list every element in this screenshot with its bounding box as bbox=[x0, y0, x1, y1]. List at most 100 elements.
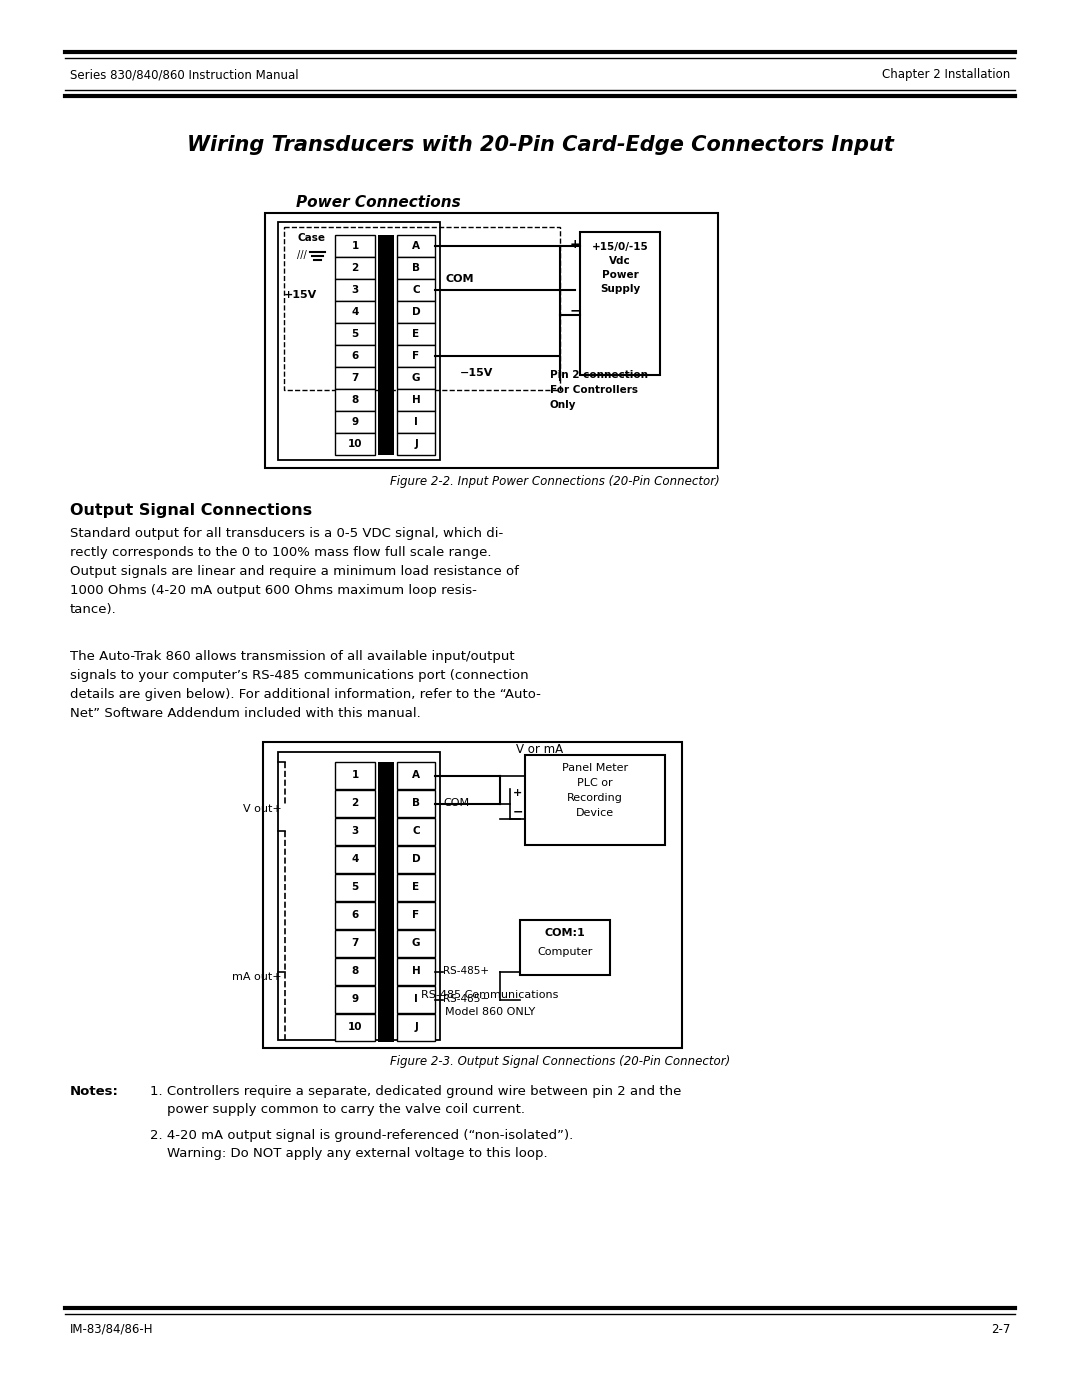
Bar bbox=[335, 819, 375, 845]
Bar bbox=[378, 761, 394, 1042]
Text: Chapter 2 Installation: Chapter 2 Installation bbox=[881, 68, 1010, 81]
Text: PLC or: PLC or bbox=[577, 778, 612, 788]
Bar bbox=[335, 433, 375, 455]
Text: Case: Case bbox=[297, 233, 325, 243]
Text: 7: 7 bbox=[351, 939, 359, 949]
Bar bbox=[335, 761, 375, 789]
Bar bbox=[397, 279, 435, 300]
Text: 2: 2 bbox=[351, 799, 359, 809]
Bar bbox=[335, 930, 375, 957]
Bar bbox=[397, 1014, 435, 1041]
Text: 8: 8 bbox=[351, 395, 359, 405]
Text: 10: 10 bbox=[348, 439, 362, 448]
Bar bbox=[397, 367, 435, 388]
Text: Net” Software Addendum included with this manual.: Net” Software Addendum included with thi… bbox=[70, 707, 421, 719]
Text: 6: 6 bbox=[351, 911, 359, 921]
Bar bbox=[335, 367, 375, 388]
Text: power supply common to carry the valve coil current.: power supply common to carry the valve c… bbox=[150, 1104, 525, 1116]
Text: V or mA: V or mA bbox=[516, 743, 564, 756]
Bar bbox=[397, 819, 435, 845]
Text: −: − bbox=[513, 806, 524, 819]
Bar bbox=[335, 847, 375, 873]
Text: H: H bbox=[411, 967, 420, 977]
Text: +15/0/-15: +15/0/-15 bbox=[592, 242, 648, 251]
Text: Recording: Recording bbox=[567, 793, 623, 803]
Text: Notes:: Notes: bbox=[70, 1085, 119, 1098]
Text: RS-485+: RS-485+ bbox=[443, 967, 489, 977]
Text: Output Signal Connections: Output Signal Connections bbox=[70, 503, 312, 518]
Text: 6: 6 bbox=[351, 351, 359, 360]
Text: I: I bbox=[414, 995, 418, 1004]
Bar bbox=[335, 1014, 375, 1041]
Text: IM-83/84/86-H: IM-83/84/86-H bbox=[70, 1323, 153, 1336]
Text: 9: 9 bbox=[351, 995, 359, 1004]
Text: 1. Controllers require a separate, dedicated ground wire between pin 2 and the: 1. Controllers require a separate, dedic… bbox=[150, 1085, 681, 1098]
Bar bbox=[397, 789, 435, 817]
Bar bbox=[335, 345, 375, 367]
Text: Output signals are linear and require a minimum load resistance of: Output signals are linear and require a … bbox=[70, 564, 518, 578]
Text: 3: 3 bbox=[351, 827, 359, 837]
Text: 4: 4 bbox=[351, 307, 359, 317]
Text: For Controllers: For Controllers bbox=[550, 386, 638, 395]
Bar bbox=[397, 986, 435, 1013]
Bar bbox=[397, 433, 435, 455]
Bar bbox=[335, 323, 375, 345]
Text: RS-485−: RS-485− bbox=[443, 995, 489, 1004]
Text: 1: 1 bbox=[351, 242, 359, 251]
Text: V out+: V out+ bbox=[243, 803, 282, 813]
Text: 2. 4-20 mA output signal is ground-referenced (“non-isolated”).: 2. 4-20 mA output signal is ground-refer… bbox=[150, 1129, 573, 1141]
Bar bbox=[397, 958, 435, 985]
Text: −15V: −15V bbox=[460, 367, 494, 379]
Text: 4: 4 bbox=[351, 855, 359, 865]
Text: 1: 1 bbox=[351, 771, 359, 781]
Bar bbox=[397, 257, 435, 279]
Text: F: F bbox=[413, 911, 419, 921]
Bar bbox=[335, 789, 375, 817]
Text: mA out+: mA out+ bbox=[232, 971, 282, 982]
Bar bbox=[335, 257, 375, 279]
Bar bbox=[335, 279, 375, 300]
Text: G: G bbox=[411, 939, 420, 949]
Text: COM: COM bbox=[443, 799, 469, 809]
Text: 2-7: 2-7 bbox=[990, 1323, 1010, 1336]
Text: rectly corresponds to the 0 to 100% mass flow full scale range.: rectly corresponds to the 0 to 100% mass… bbox=[70, 546, 491, 559]
Text: H: H bbox=[411, 395, 420, 405]
Text: 10: 10 bbox=[348, 1023, 362, 1032]
Text: Only: Only bbox=[550, 400, 577, 409]
Text: 2: 2 bbox=[351, 263, 359, 272]
Text: signals to your computer’s RS-485 communications port (connection: signals to your computer’s RS-485 commun… bbox=[70, 669, 528, 682]
Text: +: + bbox=[570, 237, 581, 251]
Bar bbox=[397, 300, 435, 323]
Text: 5: 5 bbox=[351, 883, 359, 893]
Text: A: A bbox=[411, 771, 420, 781]
Bar bbox=[335, 875, 375, 901]
Bar bbox=[278, 752, 440, 1039]
Text: Supply: Supply bbox=[599, 284, 640, 293]
Text: 7: 7 bbox=[351, 373, 359, 383]
Bar bbox=[397, 761, 435, 789]
Text: Vdc: Vdc bbox=[609, 256, 631, 265]
Text: COM:1: COM:1 bbox=[544, 928, 585, 937]
Text: E: E bbox=[413, 330, 419, 339]
Text: J: J bbox=[414, 439, 418, 448]
Bar bbox=[264, 742, 681, 1048]
Bar bbox=[397, 388, 435, 411]
Text: details are given below). For additional information, refer to the “Auto-: details are given below). For additional… bbox=[70, 687, 541, 701]
Text: Warning: Do NOT apply any external voltage to this loop.: Warning: Do NOT apply any external volta… bbox=[150, 1147, 548, 1160]
Bar bbox=[397, 235, 435, 257]
Text: D: D bbox=[411, 855, 420, 865]
Bar bbox=[397, 847, 435, 873]
Bar bbox=[335, 958, 375, 985]
Bar bbox=[378, 235, 394, 455]
Text: tance).: tance). bbox=[70, 604, 117, 616]
Text: G: G bbox=[411, 373, 420, 383]
Text: Computer: Computer bbox=[538, 947, 593, 957]
Text: +: + bbox=[513, 788, 523, 798]
Bar bbox=[335, 235, 375, 257]
Text: J: J bbox=[414, 1023, 418, 1032]
Text: C: C bbox=[413, 827, 420, 837]
Text: 1000 Ohms (4-20 mA output 600 Ohms maximum loop resis-: 1000 Ohms (4-20 mA output 600 Ohms maxim… bbox=[70, 584, 477, 597]
Bar bbox=[397, 902, 435, 929]
Text: C: C bbox=[413, 285, 420, 295]
Text: RS-485 Communications: RS-485 Communications bbox=[421, 990, 558, 1000]
